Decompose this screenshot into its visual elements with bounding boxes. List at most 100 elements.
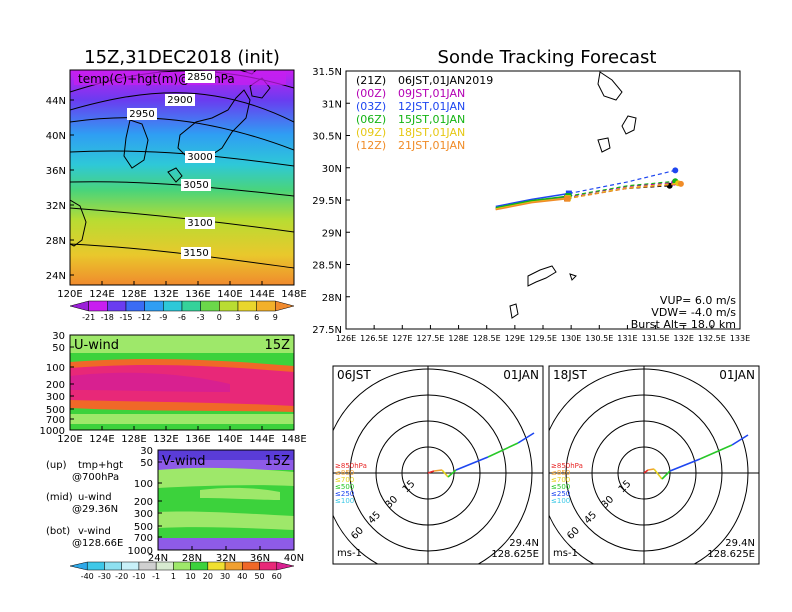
wind-colorbar-tick-label: 20 <box>203 572 213 581</box>
wind-colorbar-tick-label: 30 <box>220 572 230 581</box>
colorbar-tick-label: -6 <box>178 313 186 322</box>
map-frame <box>69 69 295 286</box>
v-band <box>200 487 280 500</box>
ascent-path <box>495 195 569 209</box>
track-lon-label: 130.5E <box>585 334 613 343</box>
map-lon-label: 144E <box>249 289 274 300</box>
colorbar-cell <box>144 300 164 312</box>
contour-line <box>70 207 294 233</box>
hodograph-date: 01JAN <box>503 368 539 382</box>
hodograph-wind-trace <box>447 469 457 478</box>
contour-label-bg <box>185 151 215 163</box>
colorbar-tick-label: 0 <box>217 313 222 322</box>
contour-label-bg <box>181 179 211 191</box>
wind-colorbar-tick-label: -30 <box>98 572 111 581</box>
map-lat-label: 44N <box>46 96 66 107</box>
v-band <box>158 467 294 488</box>
track-lon-label: 127E <box>392 334 412 343</box>
u-x-label: 132E <box>153 434 178 445</box>
track-lat-label: 30.5N <box>312 132 342 143</box>
hodograph-level-label: ≤500 <box>335 483 354 491</box>
u-x-label: 124E <box>89 434 114 445</box>
wind-colorbar-cell <box>69 561 88 571</box>
track-lat-label: 29.5N <box>312 196 342 207</box>
u-band <box>70 424 294 430</box>
hodograph-level-label: ≥850hPa <box>335 462 367 470</box>
track-lat-label: 28N <box>322 293 342 304</box>
legend-text: 18JST,01JAN <box>398 126 465 139</box>
hodograph-level-label: ≤500 <box>551 483 570 491</box>
track-lon-label: 126E <box>336 334 356 343</box>
legend-text: 09JST,01JAN <box>398 87 465 100</box>
side-notes: (up) tmp+hgt@700hPa (mid) u-wind@29.36N(bot… <box>46 460 123 549</box>
colorbar-cell <box>200 300 220 312</box>
launch-parameter: VUP= 6.0 m/s <box>660 294 736 307</box>
coastline-china <box>70 199 87 247</box>
descent-path <box>567 181 675 198</box>
wind-colorbar-tick-label: -20 <box>115 572 128 581</box>
u-x-label: 144E <box>249 434 274 445</box>
wind-colorbar-tick-label: 50 <box>254 572 264 581</box>
colorbar-cell <box>69 300 89 312</box>
map-lon-label: 128E <box>121 289 146 300</box>
hodograph-level-label: ≤250 <box>551 490 570 498</box>
legend-code: (00Z) <box>356 87 386 100</box>
map-lat-label: 40N <box>46 131 66 142</box>
contour-label-bg <box>185 217 215 229</box>
track-lon-label: 129.5E <box>529 334 557 343</box>
hodograph-wind-trace <box>699 444 733 460</box>
hodograph-wind-trace <box>731 434 749 446</box>
u-y-label: 200 <box>46 380 65 391</box>
hodograph-frame <box>548 365 760 565</box>
track-lon-label: 128E <box>448 334 468 343</box>
island-outline <box>527 265 557 287</box>
u-x-label: 120E <box>57 434 82 445</box>
v-x-label: 40N <box>284 553 304 564</box>
legend-code: (12Z) <box>356 139 386 152</box>
contour-line <box>70 117 294 151</box>
u-band <box>70 335 294 353</box>
u-y-label: 50 <box>52 343 65 354</box>
contour-label: 3000 <box>187 152 212 163</box>
wind-colorbar-tick-label: -10 <box>132 572 145 581</box>
wind-colorbar-tick-label: -40 <box>81 572 94 581</box>
side-note-key: (up) <box>46 460 67 471</box>
u-x-label: 140E <box>217 434 242 445</box>
u-x-label: 136E <box>185 434 210 445</box>
colorbar-tick-label: -12 <box>138 313 151 322</box>
colorbar-cell <box>125 300 145 312</box>
v-y-label: 30 <box>140 446 153 457</box>
u-y-label: 30 <box>52 331 65 342</box>
u-wind-label: U-wind <box>74 338 119 353</box>
contour-label: 3050 <box>183 180 208 191</box>
hodograph-date: 01JAN <box>719 368 755 382</box>
hodograph-frame <box>332 365 544 565</box>
temperature-map: temp(C)+hgt(m)@700hPa 285029002950300030… <box>46 69 307 300</box>
wind-colorbar-cell <box>121 561 140 571</box>
track-lon-label: 127.5E <box>416 334 444 343</box>
u-y-label: 300 <box>46 392 65 403</box>
u-y-label: 700 <box>46 415 65 426</box>
legend-code: (09Z) <box>356 126 386 139</box>
wind-colorbar: -40 -30 -20 -10 -1 1 10 20 30 40 50 60 <box>69 561 295 581</box>
colorbar-tick-label: 9 <box>273 313 278 322</box>
map-lon-label: 136E <box>185 289 210 300</box>
legend-code: (03Z) <box>356 100 386 113</box>
colorbar-tick-label: -3 <box>197 313 205 322</box>
v-x-label: 36N <box>250 553 270 564</box>
hodograph-wind-trace <box>455 456 489 471</box>
wind-colorbar-cell <box>276 561 295 571</box>
legend-text: 15JST,01JAN <box>398 113 465 126</box>
v-y-label: 500 <box>134 522 153 533</box>
map-lat-label: 32N <box>46 201 66 212</box>
island-outline <box>597 71 623 101</box>
hodograph-lon: 128.625E <box>491 549 539 560</box>
track-lat-label: 30N <box>322 164 342 175</box>
colorbar-tick-label: 3 <box>235 313 240 322</box>
track-lat-label: 28.5N <box>312 261 342 272</box>
landing-marker <box>677 180 684 187</box>
map-lon-label: 148E <box>281 289 306 300</box>
hodograph-wind-trace <box>661 470 671 480</box>
